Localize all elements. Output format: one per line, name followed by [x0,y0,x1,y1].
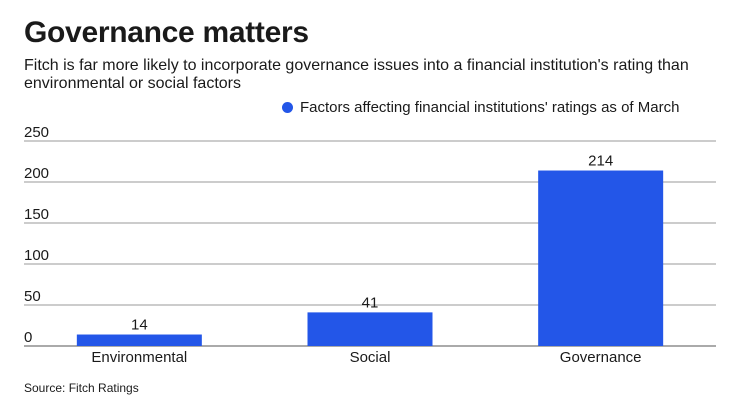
x-tick-label-governance: Governance [560,349,642,366]
source-note: Source: Fitch Ratings [24,381,139,395]
data-label-environmental: 14 [131,317,148,334]
data-label-social: 41 [362,294,379,311]
x-tick-label-environmental: Environmental [91,349,187,366]
chart-title: Governance matters [24,16,309,49]
legend-marker [282,102,293,113]
data-label-governance: 214 [588,153,613,170]
x-tick-label-social: Social [350,349,391,366]
y-tick-label-200: 200 [24,165,49,182]
legend: Factors affecting financial institutions… [282,99,679,116]
y-tick-label-50: 50 [24,288,41,305]
chart-subtitle: Fitch is far more likely to incorporate … [24,57,689,92]
y-tick-label-0: 0 [24,329,32,346]
bar-social [307,312,433,346]
y-tick-label-100: 100 [24,247,49,264]
bar-environmental [76,334,202,346]
y-tick-label-250: 250 [24,124,49,141]
legend-label: Factors affecting financial institutions… [300,99,680,116]
bar-governance [538,170,664,346]
y-tick-label-150: 150 [24,206,49,223]
